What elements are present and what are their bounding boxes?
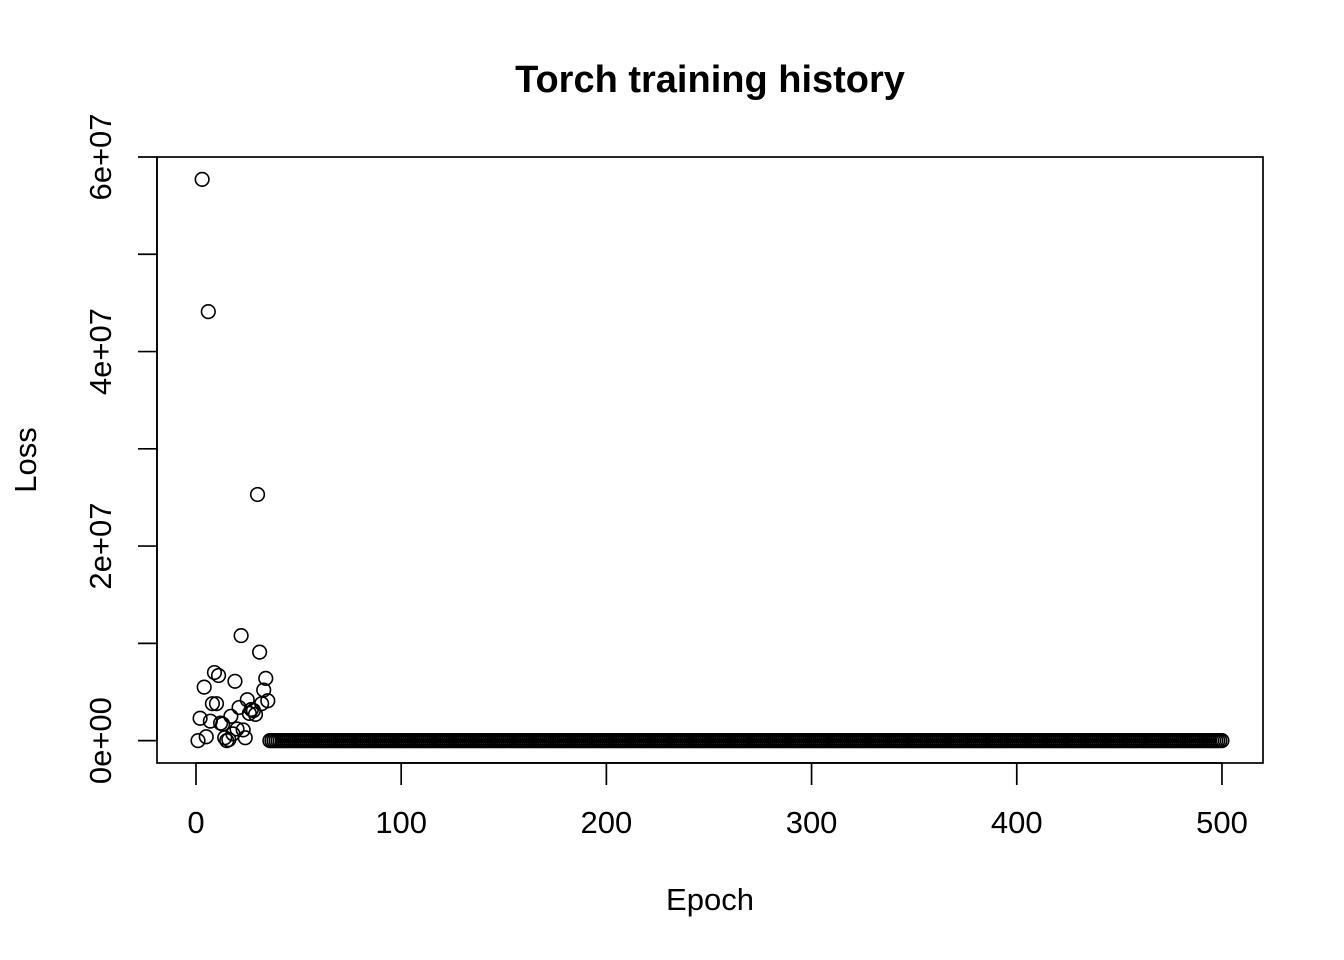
x-tick-label: 200: [581, 805, 633, 840]
data-point: [190, 733, 206, 749]
data-point: [192, 710, 208, 726]
data-point: [206, 664, 223, 681]
data-point: [260, 693, 276, 709]
data-point: [1214, 733, 1230, 749]
x-tick-label: 500: [1196, 805, 1248, 840]
x-tick-label: 300: [786, 805, 838, 840]
data-point: [233, 627, 249, 644]
chart-title: Torch training history: [515, 59, 905, 101]
x-tick-label: 400: [991, 805, 1043, 840]
data-point: [237, 730, 253, 746]
data-point: [235, 722, 251, 738]
y-tick-label: 4e+07: [83, 308, 118, 395]
data-point: [229, 721, 245, 737]
data-point: [227, 673, 243, 689]
x-axis-label: Epoch: [666, 882, 754, 917]
data-point: [251, 644, 268, 660]
y-tick-label: 6e+07: [83, 113, 118, 200]
data-point: [196, 679, 212, 695]
data-point: [204, 696, 221, 712]
data-point: [210, 667, 227, 684]
x-tick-label: 100: [375, 805, 427, 840]
y-tick-label: 0e+00: [83, 697, 118, 784]
y-tick-label: 2e+07: [83, 503, 118, 590]
x-axis: 0 100 200 300 400 500: [187, 762, 1248, 840]
data-points: [190, 171, 1230, 749]
data-point: [198, 729, 214, 745]
data-point: [256, 682, 272, 698]
data-point: [258, 670, 274, 686]
y-axis: 0e+00 2e+07 4e+07 6e+07: [83, 113, 158, 784]
data-point: [194, 171, 210, 187]
data-point: [208, 696, 225, 712]
data-point: [223, 708, 239, 724]
data-point: [200, 304, 216, 320]
x-tick-label: 0: [187, 805, 204, 840]
data-point: [249, 486, 266, 503]
y-axis-label: Loss: [8, 427, 43, 492]
